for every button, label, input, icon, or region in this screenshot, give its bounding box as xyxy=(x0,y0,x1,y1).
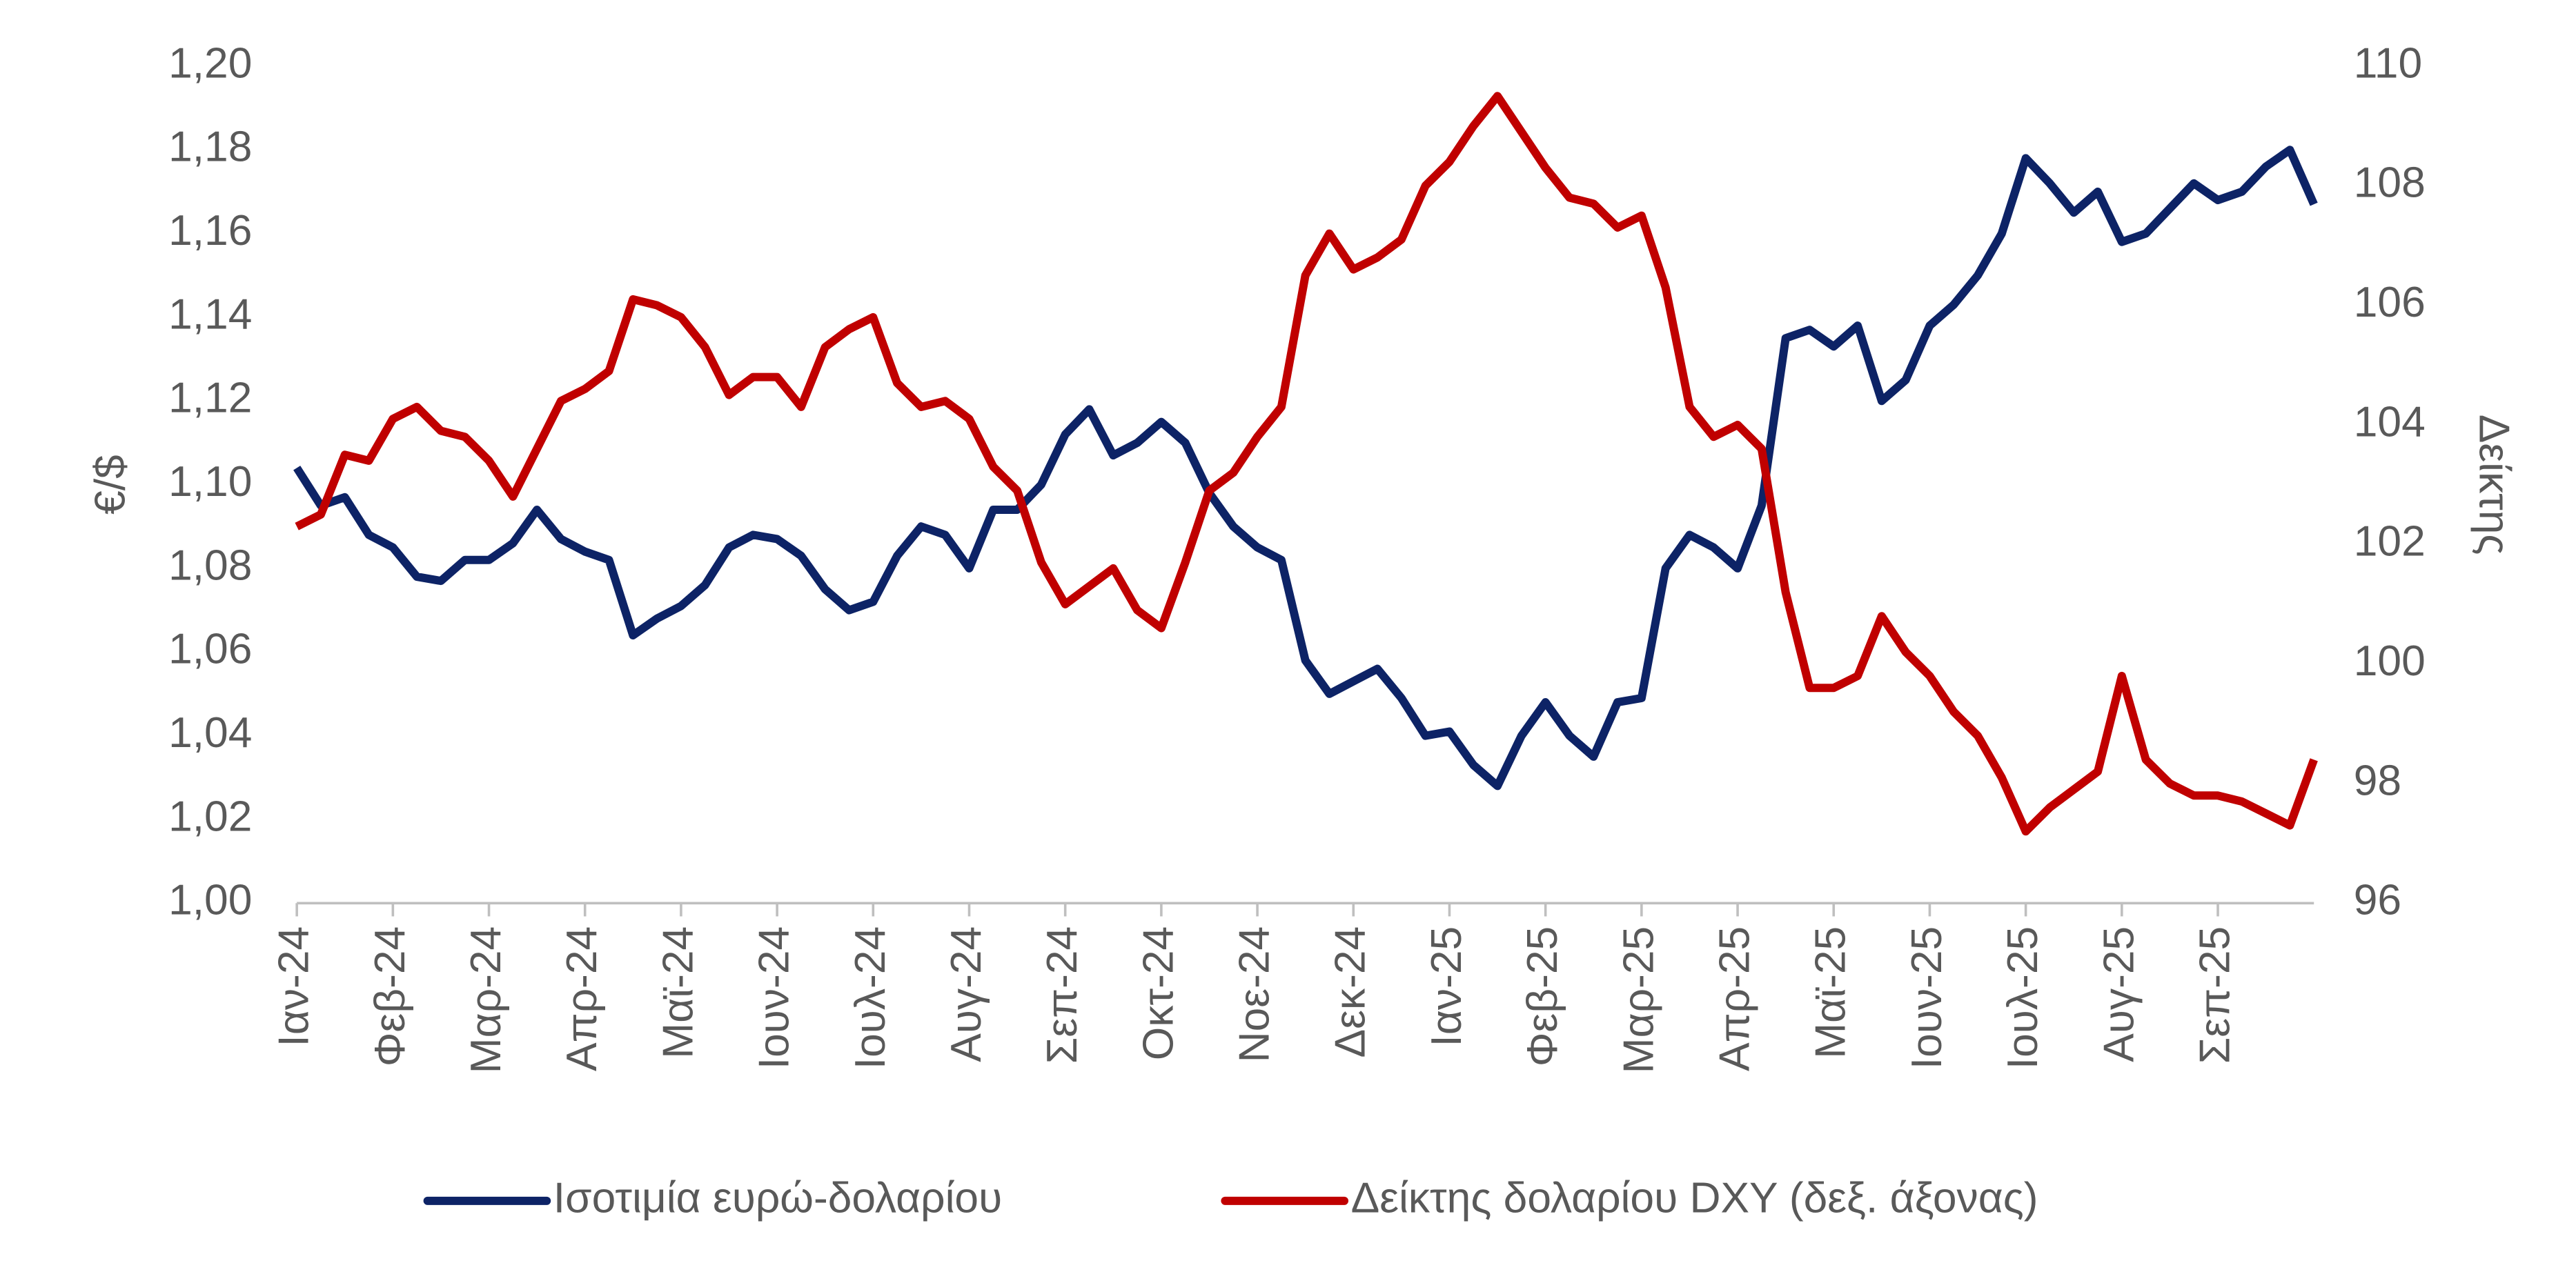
y-tick-label: 1,18 xyxy=(168,123,252,171)
x-tick-label: Φεβ-24 xyxy=(366,926,414,1066)
x-tick-label: Ιαν-25 xyxy=(1423,926,1471,1047)
y-tick-label: 1,00 xyxy=(168,877,252,924)
x-tick-label: Ιουλ-25 xyxy=(1999,926,2047,1069)
y-axis-title: €/$ xyxy=(86,455,134,515)
x-tick-label: Ιαν-24 xyxy=(271,926,318,1047)
x-tick-label: Ιουν-25 xyxy=(1903,926,1951,1069)
y-tick-label: 1,12 xyxy=(168,375,252,422)
y2-axis-title: Δείκτης xyxy=(2470,415,2517,555)
x-tick-label: Απρ-24 xyxy=(558,926,606,1071)
x-tick-label: Ιουλ-24 xyxy=(847,926,894,1069)
series-line xyxy=(295,92,2318,836)
x-tick-label: Οκτ-24 xyxy=(1134,926,1182,1060)
y2-tick-label: 98 xyxy=(2354,757,2401,804)
y-tick-label: 1,02 xyxy=(168,793,252,840)
legend-label: Δείκτης δολαρίου DXY (δεξ. άξονας) xyxy=(1351,1174,2038,1222)
y2-tick-label: 110 xyxy=(2354,39,2422,87)
x-tick-label: Αυγ-25 xyxy=(2095,926,2143,1062)
x-tick-label: Σεπ-24 xyxy=(1039,926,1086,1064)
y2-tick-label: 102 xyxy=(2354,518,2426,566)
y-tick-label: 1,04 xyxy=(168,709,252,757)
x-tick-label: Μαϊ-24 xyxy=(654,926,702,1059)
y2-tick-label: 104 xyxy=(2354,398,2426,446)
x-tick-label: Δεκ-24 xyxy=(1327,926,1375,1058)
y-tick-label: 1,20 xyxy=(168,39,252,87)
series-line xyxy=(293,146,2318,791)
y-tick-label: 1,16 xyxy=(168,207,252,255)
y-tick-label: 1,10 xyxy=(168,458,252,506)
y-tick-label: 1,08 xyxy=(168,541,252,589)
y2-tick-label: 96 xyxy=(2354,877,2401,924)
x-tick-label: Μαρ-25 xyxy=(1615,926,1662,1074)
y2-tick-label: 108 xyxy=(2354,159,2426,207)
y-tick-label: 1,06 xyxy=(168,626,252,673)
y2-tick-label: 100 xyxy=(2354,637,2426,685)
x-tick-label: Μαρ-24 xyxy=(462,926,510,1074)
y-tick-label: 1,14 xyxy=(168,290,252,338)
x-tick-label: Ιουν-24 xyxy=(751,926,798,1069)
x-tick-label: Μαϊ-25 xyxy=(1807,926,1855,1059)
x-tick-label: Σεπ-25 xyxy=(2191,926,2239,1064)
x-tick-label: Αυγ-24 xyxy=(943,926,990,1062)
x-tick-label: Φεβ-25 xyxy=(1519,926,1566,1066)
x-tick-label: Απρ-25 xyxy=(1711,926,1759,1071)
legend-label: Ισοτιμία ευρώ-δολαρίου xyxy=(553,1174,1002,1222)
x-tick-label: Νοε-24 xyxy=(1231,926,1279,1063)
y2-tick-label: 106 xyxy=(2354,279,2426,326)
